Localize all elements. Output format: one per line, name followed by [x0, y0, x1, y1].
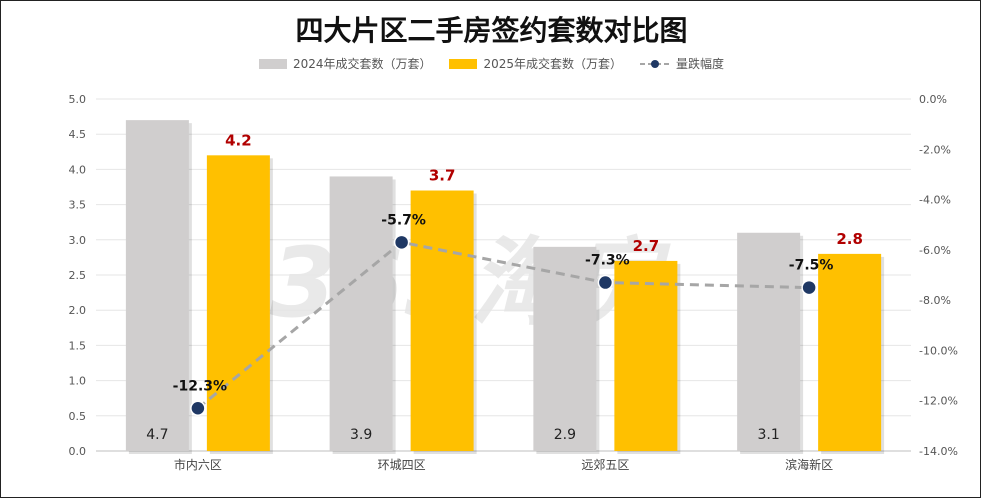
legend-label-change: 量跌幅度	[676, 57, 725, 71]
y-right-tick-label: 0.0%	[919, 93, 947, 106]
y-right-tick-label: -2.0%	[919, 143, 951, 156]
bar-2025-value-label: 3.7	[429, 167, 456, 185]
legend-item-change: 量跌幅度	[640, 55, 724, 72]
bar-2025	[410, 190, 474, 451]
category-label: 滨海新区	[785, 457, 833, 472]
y-left-tick-label: 3.0	[69, 234, 87, 247]
y-right-tick-label: -10.0%	[919, 344, 958, 357]
bar-2024	[125, 120, 189, 452]
y-right-tick-label: -12.0%	[919, 395, 958, 408]
category-label: 市内六区	[174, 457, 222, 472]
legend-swatch-2024	[258, 58, 287, 69]
y-right-tick-label: -4.0%	[919, 194, 951, 207]
change-point-label: -12.3%	[173, 378, 227, 394]
y-left-tick-label: 0.0	[69, 445, 87, 458]
change-point	[597, 274, 614, 291]
legend-swatch-2025	[449, 58, 478, 69]
bar-2025-value-label: 4.2	[225, 131, 252, 149]
bar-2025	[818, 253, 882, 451]
legend-line-marker	[640, 59, 671, 68]
legend: 2024年成交套数（万套） 2025年成交套数（万套） 量跌幅度	[1, 55, 980, 72]
y-right-tick-label: -14.0%	[919, 445, 958, 458]
change-point-label: -5.7%	[381, 212, 426, 228]
legend-item-2024: 2024年成交套数（万套）	[258, 55, 432, 72]
bar-2024-value-label: 4.7	[146, 427, 168, 443]
bar-2025	[614, 260, 678, 451]
change-point	[393, 234, 410, 251]
bar-2024	[737, 232, 801, 451]
category-label: 环城四区	[378, 458, 426, 472]
bar-2024-value-label: 3.1	[757, 427, 779, 443]
y-left-tick-label: 4.0	[69, 163, 87, 176]
category-label: 远郊五区	[581, 458, 629, 472]
legend-label-2024: 2024年成交套数（万套）	[292, 57, 432, 71]
bar-2025-value-label: 2.8	[836, 230, 863, 248]
bar-2024	[329, 176, 393, 451]
y-left-tick-label: 0.5	[69, 410, 87, 423]
y-left-tick-label: 3.5	[69, 199, 87, 212]
y-right-tick-label: -6.0%	[919, 244, 951, 257]
legend-label-2025: 2025年成交套数（万套）	[483, 57, 623, 71]
change-point-label: -7.5%	[789, 258, 834, 274]
change-point-label: -7.3%	[585, 253, 630, 269]
y-right-tick-label: -8.0%	[919, 294, 951, 307]
bar-2024	[533, 246, 597, 451]
legend-item-2025: 2025年成交套数（万套）	[449, 55, 622, 72]
bar-2024-value-label: 3.9	[350, 427, 372, 443]
bar-2025-value-label: 2.7	[633, 237, 660, 255]
y-left-tick-label: 2.0	[69, 304, 87, 317]
change-point	[801, 279, 817, 296]
y-left-tick-label: 2.5	[69, 269, 87, 282]
y-left-tick-label: 4.5	[69, 128, 87, 141]
y-left-tick-label: 5.0	[69, 93, 87, 106]
bar-2024-value-label: 2.9	[554, 427, 576, 443]
chart-title: 四大片区二手房签约套数对比图	[295, 14, 688, 47]
y-left-tick-label: 1.0	[69, 375, 87, 388]
change-point	[190, 400, 206, 417]
y-left-tick-label: 1.5	[69, 339, 87, 352]
bar-2025	[206, 155, 270, 451]
change-line	[196, 240, 810, 410]
